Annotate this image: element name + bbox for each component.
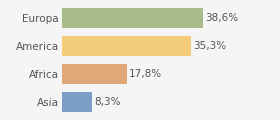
- Bar: [62, 92, 92, 112]
- Bar: [62, 64, 127, 84]
- Text: 17,8%: 17,8%: [129, 69, 162, 79]
- Text: 38,6%: 38,6%: [205, 13, 238, 23]
- Text: 35,3%: 35,3%: [193, 41, 226, 51]
- Bar: [62, 36, 190, 56]
- Text: 8,3%: 8,3%: [94, 97, 121, 107]
- Bar: [62, 8, 202, 28]
